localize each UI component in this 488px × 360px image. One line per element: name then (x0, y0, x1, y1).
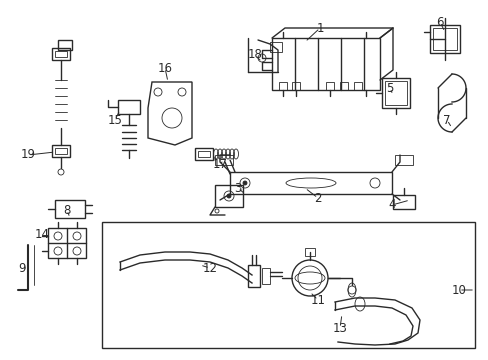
Bar (325, 82, 333, 90)
Bar (58, 40, 72, 50)
Bar (118, 100, 140, 114)
Circle shape (226, 194, 230, 198)
Bar (271, 38, 379, 90)
Bar (392, 195, 414, 209)
Text: 11: 11 (310, 293, 325, 306)
Bar (279, 82, 286, 90)
Bar (269, 42, 282, 52)
Bar (305, 248, 314, 256)
Text: 12: 12 (202, 261, 217, 274)
Bar (215, 155, 232, 165)
Text: 14: 14 (35, 229, 49, 242)
Text: 18: 18 (247, 49, 262, 62)
Bar (381, 78, 409, 108)
Bar (215, 185, 243, 207)
Text: 17: 17 (212, 158, 227, 171)
Text: 10: 10 (450, 284, 466, 297)
Text: 4: 4 (387, 198, 395, 211)
Text: 1: 1 (316, 22, 323, 35)
Bar (198, 151, 209, 157)
Bar (52, 145, 70, 157)
Bar (339, 82, 347, 90)
Bar (229, 172, 391, 194)
Bar (262, 268, 269, 284)
Bar (52, 48, 70, 60)
Text: 8: 8 (63, 203, 71, 216)
Bar (247, 265, 260, 287)
Bar (291, 82, 299, 90)
Text: 2: 2 (314, 192, 321, 204)
Bar (195, 148, 213, 160)
Text: 13: 13 (332, 321, 347, 334)
Bar (384, 81, 406, 105)
Text: 7: 7 (442, 113, 450, 126)
Bar (55, 51, 67, 57)
Text: 16: 16 (157, 62, 172, 75)
Text: 5: 5 (386, 81, 393, 94)
Text: 15: 15 (107, 113, 122, 126)
Bar (353, 82, 361, 90)
Text: 6: 6 (435, 15, 443, 28)
Bar (429, 25, 459, 53)
Bar (55, 200, 85, 218)
Bar (48, 228, 86, 258)
Bar (102, 222, 474, 348)
Bar (432, 28, 456, 50)
Text: 19: 19 (20, 148, 36, 162)
Bar (394, 155, 412, 165)
Text: 9: 9 (18, 261, 26, 274)
Text: 3: 3 (234, 181, 241, 194)
Circle shape (243, 181, 246, 185)
Bar (55, 148, 67, 154)
